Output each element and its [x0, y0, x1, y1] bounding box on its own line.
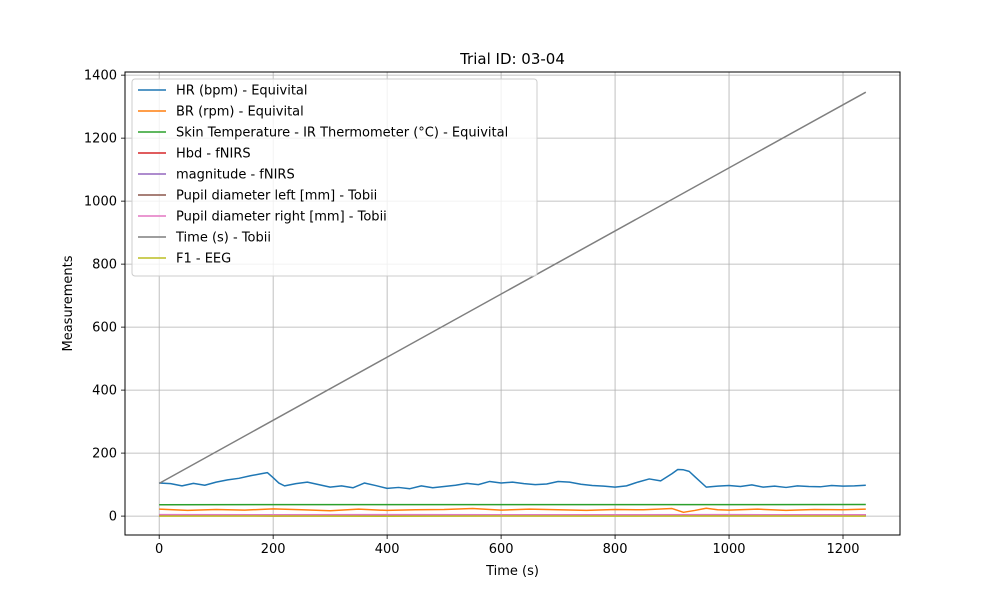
- x-axis-label: Time (s): [485, 564, 539, 579]
- y-tick-label: 800: [92, 258, 117, 273]
- x-tick-label: 400: [375, 542, 400, 557]
- x-tick-label: 1000: [712, 542, 745, 557]
- y-tick-label: 1400: [84, 69, 117, 84]
- y-tick-label: 200: [92, 447, 117, 462]
- legend-label: Skin Temperature - IR Thermometer (°C) -…: [176, 126, 508, 141]
- x-tick-label: 1200: [826, 542, 859, 557]
- y-tick-label: 1000: [84, 195, 117, 210]
- x-tick-label: 800: [603, 542, 628, 557]
- legend-label: Pupil diameter left [mm] - Tobii: [176, 189, 377, 204]
- chart-title: Trial ID: 03-04: [459, 50, 565, 68]
- y-tick-label: 1200: [84, 132, 117, 147]
- legend-label: BR (rpm) - Equivital: [176, 105, 304, 120]
- legend-label: HR (bpm) - Equivital: [176, 84, 308, 99]
- y-tick-label: 600: [92, 321, 117, 336]
- legend-label: F1 - EEG: [176, 252, 231, 267]
- y-tick-label: 0: [109, 510, 117, 525]
- y-axis-label: Measurements: [61, 255, 76, 351]
- y-tick-label: 400: [92, 384, 117, 399]
- x-tick-label: 0: [155, 542, 163, 557]
- legend-label: Time (s) - Tobii: [175, 231, 271, 246]
- x-tick-label: 600: [489, 542, 514, 557]
- legend-label: Pupil diameter right [mm] - Tobii: [176, 210, 387, 225]
- x-tick-label: 200: [261, 542, 286, 557]
- legend-label: Hbd - fNIRS: [176, 147, 251, 162]
- legend-label: magnitude - fNIRS: [176, 168, 295, 183]
- legend: HR (bpm) - Equivital BR (rpm) - Equivital…: [132, 79, 537, 276]
